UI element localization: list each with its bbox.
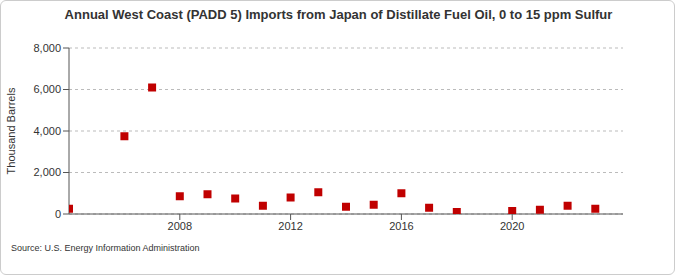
svg-text:0: 0 — [55, 208, 61, 220]
svg-text:8,000: 8,000 — [33, 42, 61, 54]
svg-text:2012: 2012 — [278, 220, 302, 232]
svg-text:2008: 2008 — [168, 220, 192, 232]
svg-text:6,000: 6,000 — [33, 83, 61, 95]
svg-text:2016: 2016 — [389, 220, 413, 232]
svg-text:Thousand Barrels: Thousand Barrels — [5, 87, 17, 174]
svg-text:4,000: 4,000 — [33, 125, 61, 137]
html-text:Source: U.S. Energy Informatio: Source: U.S. Energy Information Administ… — [11, 243, 200, 253]
svg-text:2,000: 2,000 — [33, 166, 61, 178]
svg-text:2020: 2020 — [500, 220, 524, 232]
html-text:Annual West Coast (PADD 5) Imp: Annual West Coast (PADD 5) Imports from … — [64, 7, 613, 22]
